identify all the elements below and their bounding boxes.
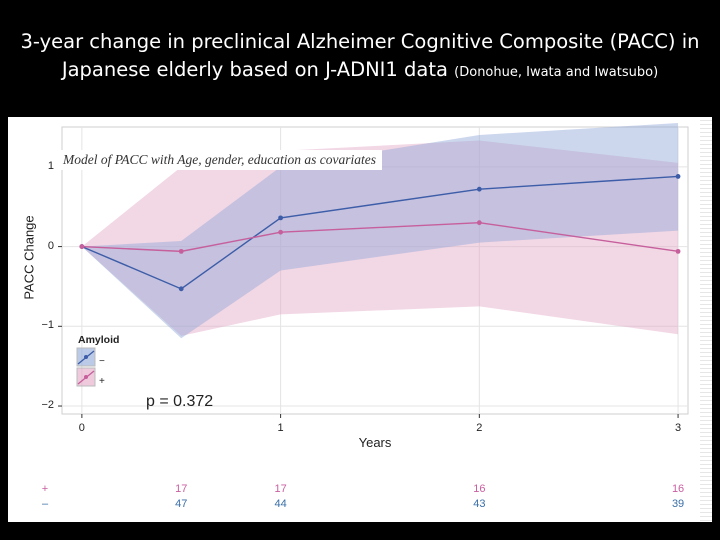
point-series-1-2 — [278, 229, 284, 235]
at-risk-count-plus-0: 17 — [175, 483, 188, 495]
band-series-0 — [81, 123, 679, 339]
at-risk-count-plus-2: 16 — [473, 483, 486, 495]
frame-edge — [700, 117, 712, 522]
y-tick-label-3: −2 — [41, 399, 54, 412]
y-tick-label-2: −1 — [41, 319, 54, 332]
plot-panel — [61, 126, 689, 415]
series-points — [79, 174, 681, 292]
at-risk-count-minus-3: 39 — [671, 498, 685, 510]
at-risk-label-plus: + — [41, 483, 49, 495]
point-series-0-2 — [278, 215, 284, 221]
point-series-0-4 — [675, 174, 681, 179]
legend-swatch-point-1 — [84, 375, 88, 379]
legend-label-negative: − — [99, 356, 105, 367]
slide-title-main: 3-year change in preclinical Alzheimer C… — [20, 30, 700, 81]
at-risk-count-plus-3: 16 — [671, 483, 685, 495]
x-tick-label-2: 2 — [476, 422, 483, 434]
at-risk-count-minus-1: 44 — [274, 498, 287, 510]
x-tick-label-3: 3 — [675, 422, 682, 434]
band-series-1 — [81, 140, 679, 336]
at-risk-count-minus-0: 47 — [175, 498, 188, 510]
at-risk-count-minus-2: 43 — [473, 498, 486, 510]
p-value: p = 0.372 — [146, 393, 214, 410]
slide-title-sub: (Donohue, Iwata and Iwatsubo) — [454, 65, 659, 80]
slide-title: 3-year change in preclinical Alzheimer C… — [0, 28, 720, 87]
legend-swatch-point-0 — [84, 355, 88, 359]
y-axis-label: PACC Change — [21, 215, 37, 300]
x-axis-label: Years — [358, 435, 392, 450]
chart-annotation: Model of PACC with Age, gender, educatio… — [57, 150, 382, 170]
x-tick-label-0: 0 — [78, 422, 85, 434]
x-tick-label-1: 1 — [277, 422, 284, 434]
point-series-1-0 — [79, 244, 85, 249]
at-risk-label-minus: – — [41, 498, 49, 510]
point-series-1-3 — [476, 220, 482, 226]
point-series-1-4 — [675, 248, 681, 254]
confidence-bands — [81, 123, 679, 339]
point-series-0-1 — [178, 286, 184, 292]
legend-label-positive: + — [99, 376, 105, 387]
point-series-0-3 — [476, 186, 482, 192]
legend-title: Amyloid — [78, 334, 120, 346]
legend-swatches — [76, 347, 96, 387]
at-risk-count-plus-1: 17 — [274, 483, 287, 495]
point-series-1-1 — [178, 248, 184, 254]
y-tick-label-0: 1 — [47, 159, 54, 172]
y-tick-label-1: 0 — [47, 239, 54, 252]
